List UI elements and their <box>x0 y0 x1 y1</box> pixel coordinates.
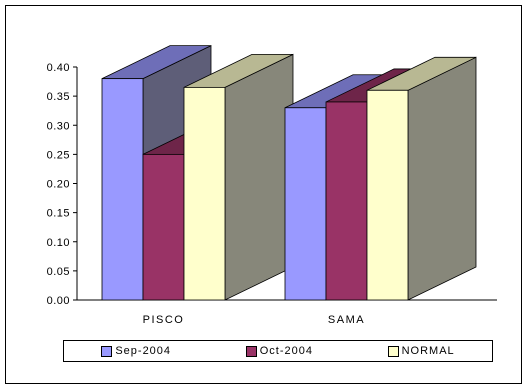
legend-swatch-normal <box>387 345 399 357</box>
y-tick-label: 0.05 <box>47 266 70 278</box>
y-tick-label: 0.25 <box>47 149 70 161</box>
y-tick-label: 0.35 <box>47 91 70 103</box>
legend-label-oct-2004: Oct-2004 <box>259 345 313 357</box>
legend-item-sep-2004: Sep-2004 <box>101 345 171 357</box>
bar-pisco-sep-2004 <box>101 78 144 301</box>
y-tick-label: 0.00 <box>47 295 70 307</box>
x-category-label: PISCO <box>143 314 185 326</box>
bar-pisco-normal-side <box>224 53 294 301</box>
bar-pisco-normal <box>183 86 226 301</box>
y-tick-label: 0.15 <box>47 208 70 220</box>
legend-swatch-oct-2004 <box>245 345 257 357</box>
legend-label-sep-2004: Sep-2004 <box>115 345 172 357</box>
legend-item-normal: NORMAL <box>387 345 455 357</box>
x-category-label: SAMA <box>328 314 365 326</box>
bar-sama-normal <box>366 89 409 301</box>
y-tick-label: 0.20 <box>47 179 70 191</box>
bar-sama-oct-2004 <box>325 101 368 301</box>
y-tick-label: 0.10 <box>47 237 70 249</box>
legend-label-normal: NORMAL <box>401 345 455 357</box>
y-tick-label: 0.40 <box>47 62 70 74</box>
bar-sama-normal-side <box>407 56 477 301</box>
bar-pisco-oct-2004 <box>142 153 185 301</box>
legend-item-oct-2004: Oct-2004 <box>245 345 313 357</box>
bar-sama-sep-2004 <box>284 107 327 301</box>
y-tick-label: 0.30 <box>47 120 70 132</box>
legend-swatch-sep-2004 <box>101 345 113 357</box>
bars-layer <box>101 45 477 301</box>
legend: Sep-2004 Oct-2004 NORMAL <box>63 340 493 362</box>
